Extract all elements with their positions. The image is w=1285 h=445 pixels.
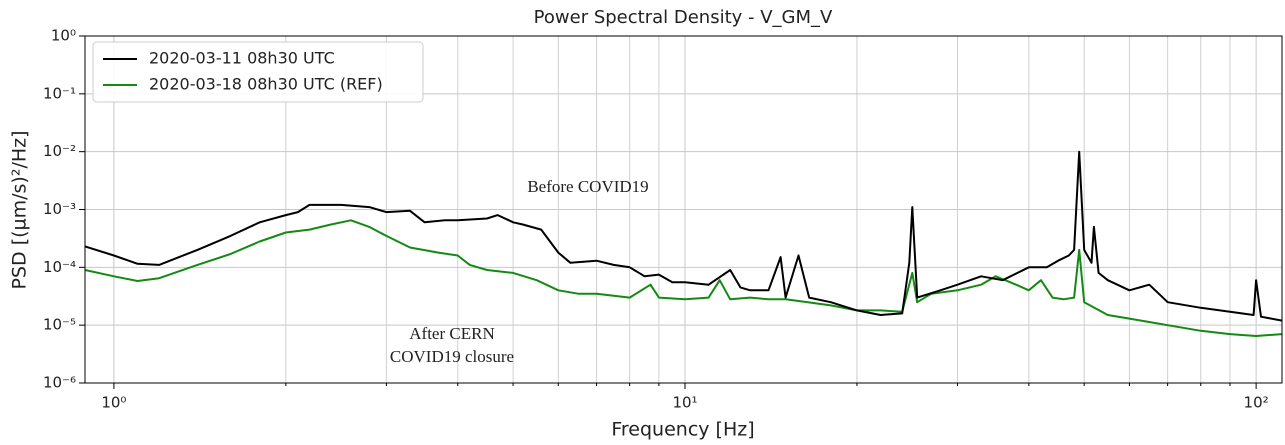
annotation: After CERN [409,324,494,343]
annotation: COVID19 closure [390,347,514,366]
annotation: Before COVID19 [527,177,648,196]
series-line [84,219,1283,337]
x-tick-label: 10⁰ [101,394,126,412]
x-tick-label: 10¹ [672,394,697,412]
legend-box [92,41,424,103]
legend-label: 2020-03-11 08h30 UTC [149,49,335,68]
series-line [84,150,1283,322]
y-tick-label: 10⁻² [43,142,76,160]
y-tick-label: 10⁻⁵ [43,316,76,334]
y-axis-label: PSD [(µm/s)²/Hz] [9,130,31,289]
chart-title: Power Spectral Density - V_GM_V [534,7,833,28]
x-axis-label: Frequency [Hz] [611,419,754,441]
legend: 2020-03-11 08h30 UTC 2020-03-18 08h30 UTC… [92,41,424,103]
y-tick-label: 10⁰ [51,27,76,45]
x-tick-label: 10² [1244,394,1269,412]
y-tick-label: 10⁻¹ [43,84,76,102]
y-tick-label: 10⁻³ [43,200,76,218]
y-tick-label: 10⁻⁴ [43,258,76,276]
legend-label: 2020-03-18 08h30 UTC (REF) [149,75,383,94]
plot-frame [84,35,1283,384]
y-tick-label: 10⁻⁶ [43,374,76,392]
